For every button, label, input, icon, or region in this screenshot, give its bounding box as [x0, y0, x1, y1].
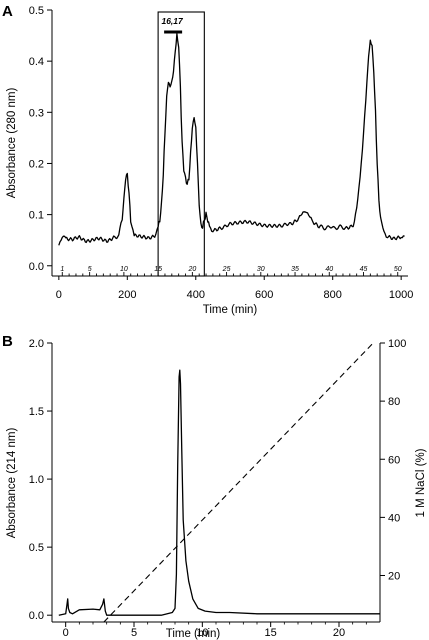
panel-a-x-tick-label: 400: [187, 289, 205, 301]
panel-a-y-ticks: 0.0 0.1 0.2 0.3 0.4 0.5: [29, 5, 52, 273]
panel-b-x-tick-label: 15: [265, 627, 277, 639]
panel-a-fraction-label: 30: [257, 266, 265, 273]
panel-a-fraction-label: 40: [325, 266, 333, 273]
panel-a-x-tick-label: 200: [118, 289, 136, 301]
panel-a-fraction-label: 5: [88, 266, 92, 273]
panel-b-x-tick-label: 10: [196, 627, 208, 639]
panel-a-x-tick-label: 600: [255, 289, 273, 301]
panel-a-y-axis-title: Absorbance (280 nm): [6, 88, 18, 199]
panel-a-x-tick-label: 0: [56, 289, 62, 301]
panel-b-letter: B: [2, 333, 13, 350]
panel-a-y-tick-label: 0.0: [29, 261, 44, 273]
panel-b-y-tick-label: 1.0: [29, 474, 44, 486]
panel-b-y2-tick-label: 100: [388, 338, 406, 350]
panel-a-fraction-label: 45: [360, 266, 368, 273]
panel-b-right-y-ticks: 20 40 60 80 100: [380, 338, 406, 583]
panel-a-fraction-label: 35: [291, 266, 299, 273]
panel-a-letter: A: [2, 3, 13, 20]
panel-b-x-ticks: 0 5 10 15 20: [63, 622, 367, 639]
panel-a-pool-label: 16,17: [161, 16, 184, 26]
panel-b-y-tick-label: 2.0: [29, 338, 44, 350]
panel-b-x-axis-title: Time (min): [166, 628, 221, 640]
panel-b-y-tick-label: 0.5: [29, 542, 44, 554]
panel-b-x-tick-label: 20: [333, 627, 345, 639]
panel-b-y2-tick-label: 20: [388, 571, 400, 583]
panel-b-nacl-gradient-line: [103, 342, 374, 623]
panel-b-left-y-ticks: 0.0 0.5 1.0 1.5 2.0: [29, 338, 52, 622]
panel-b-x-tick-label: 0: [63, 627, 69, 639]
panel-b-y-axis-title: Absorbance (214 nm): [6, 428, 18, 539]
panel-a-y-tick-label: 0.4: [29, 56, 44, 68]
panel-a-x-tick-label: 800: [324, 289, 342, 301]
panel-b-y-tick-label: 1.5: [29, 406, 44, 418]
panel-b-y-tick-label: 0.0: [29, 610, 44, 622]
panel-a-absorbance-trace: [58, 33, 405, 246]
panel-a-y-tick-label: 0.5: [29, 5, 44, 17]
panel-b-y2-tick-label: 40: [388, 512, 400, 524]
panel-a-x-tick-label: 1000: [389, 289, 413, 301]
panel-a-fraction-label: 20: [187, 266, 196, 273]
panel-b-y2-tick-label: 80: [388, 396, 400, 408]
panel-a-fraction-label: 1: [60, 266, 64, 273]
panel-a-fraction-label: 25: [222, 266, 231, 273]
panel-a-y-tick-label: 0.3: [29, 107, 44, 119]
panel-b-absorbance-trace: [58, 369, 380, 616]
panel-b-y2-axis-title: 1 M NaCl (%): [415, 448, 427, 517]
panel-b-y2-tick-label: 60: [388, 454, 400, 466]
panel-b: B 0.0 0.5 1.0 1.5 2.0 20 40 60 80 100 0 5 10 15 20 T…: [2, 333, 427, 640]
panel-a-x-ticks: 0 200 400 600 800 1000: [56, 276, 413, 301]
panel-a-fraction-labels: 1 5 10 15 20 25 30 35 40 45 50: [60, 266, 401, 273]
panel-b-x-tick-label: 5: [131, 627, 137, 639]
panel-a-fraction-label: 10: [120, 266, 128, 273]
panel-a-y-tick-label: 0.2: [29, 158, 44, 170]
panel-a-y-tick-label: 0.1: [29, 210, 44, 222]
panel-a-fraction-label: 50: [394, 266, 402, 273]
panel-a-x-axis-title: Time (min): [203, 304, 258, 316]
panel-a: A 0.0 0.1 0.2 0.3 0.4 0.5 0 200 400 600 800 1000 1…: [2, 3, 413, 316]
panel-a-pool-box: [157, 11, 205, 277]
